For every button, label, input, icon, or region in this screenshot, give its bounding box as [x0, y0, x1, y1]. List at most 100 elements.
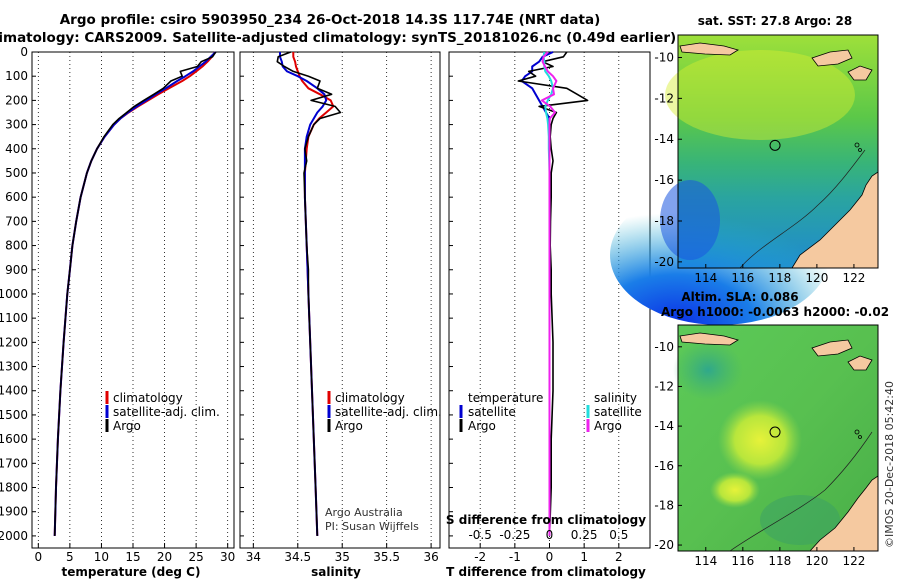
sla-map-axes: 114 116 118 120 122 -10 -12 -14 -16 -18 -20: [654, 340, 865, 568]
sst-land-sumbawa: [811, 49, 853, 67]
map-y-tick-label: -18: [654, 214, 674, 228]
map-y-tick-label: -12: [654, 91, 674, 105]
sla-land-java: [679, 332, 739, 346]
sla-low-patch-2: [760, 495, 840, 545]
map-x-tick-label: 116: [731, 271, 754, 285]
x-tick-label: 35.5: [373, 550, 400, 564]
salinity-legend: climatology satellite-adj. clim. Argo: [327, 391, 442, 433]
legend-label-argo: Argo: [335, 419, 363, 433]
map-y-tick-label: -12: [654, 379, 674, 393]
legend-label-satellite: satellite-adj. clim.: [335, 405, 442, 419]
x-tick-label: 34: [246, 550, 261, 564]
depth-tick-label: 100: [5, 69, 28, 83]
sst-cool-core: [660, 180, 720, 260]
map-y-tick-label: -20: [654, 538, 674, 552]
series-t-argo: [517, 51, 589, 536]
sst-land-sumba: [847, 65, 873, 81]
sla-map-title-1: Altim. SLA: 0.086: [681, 290, 798, 304]
depth-tick-label: 1800: [0, 481, 28, 495]
map-x-tick-label: 114: [694, 271, 717, 285]
legend-label-climatology: climatology: [113, 391, 183, 405]
legend-label-s-argo: Argo: [594, 419, 622, 433]
figure-title-line1: Argo profile: csiro 5903950_234 26-Oct-2…: [60, 12, 601, 28]
depth-tick-label: 400: [5, 142, 28, 156]
sst-map-axes: 114 116 118 120 122 -10 -12 -14 -16 -18 -20: [654, 50, 865, 285]
depth-tick-label: 300: [5, 118, 28, 132]
map-y-tick-label: -14: [654, 419, 674, 433]
depth-tick-label: 600: [5, 190, 28, 204]
x-tick-label: 36: [423, 550, 438, 564]
temperature-panel: 0 5 10 15 20 25 30: [31, 51, 235, 564]
sla-map-frame: [677, 324, 879, 552]
figure-title-line2: Climatology: CARS2009. Satellite-adjuste…: [0, 30, 676, 46]
depth-tick-label: 200: [5, 93, 28, 107]
legend-label-satellite: satellite-adj. clim.: [113, 405, 220, 419]
series-s-argo: [540, 51, 558, 536]
s-difference-ticks: -0.5 -0.25 0 0.25 0.5: [468, 528, 628, 542]
sst-reef-2: [858, 148, 862, 152]
depth-tick-label: 1500: [0, 408, 28, 422]
x-tick-label: 0: [34, 550, 42, 564]
depth-tick-label: 1000: [0, 287, 28, 301]
sla-map: 114 116 118 120 122 -10 -12 -14 -16 -18 -20: [654, 324, 879, 568]
sst-map-frame: [677, 34, 879, 269]
s-tick-label: 0.5: [609, 528, 628, 542]
s-tick-label: 0.25: [571, 528, 598, 542]
difference-panel: -2 -1 0 1 2: [448, 51, 651, 564]
depth-tick-label: 900: [5, 263, 28, 277]
salinity-panel: 34 34.5 35 35.5 36: [239, 51, 441, 564]
x-tick-label: 15: [125, 550, 140, 564]
depth-tick-label: 500: [5, 166, 28, 180]
x-tick-label: 30: [220, 550, 235, 564]
map-y-tick-label: -16: [654, 173, 674, 187]
depth-tick-label: 700: [5, 214, 28, 228]
x-tick-label: -2: [474, 550, 486, 564]
map-x-tick-label: 122: [842, 271, 865, 285]
depth-tick-label: 1600: [0, 432, 28, 446]
sst-warm-patch: [665, 50, 855, 140]
sla-bathymetry-contour: [729, 431, 873, 552]
map-y-tick-label: -20: [654, 255, 674, 269]
legend-label-t-argo: Argo: [468, 419, 496, 433]
x-tick-label: 34.5: [284, 550, 311, 564]
sla-reef-2: [858, 435, 862, 439]
sst-cool-patch: [610, 185, 830, 325]
map-x-tick-label: 116: [731, 554, 754, 568]
depth-tick-label: 1700: [0, 456, 28, 470]
map-y-tick-label: -14: [654, 132, 674, 146]
x-tick-label: 5: [66, 550, 74, 564]
x-tick-label: 1: [580, 550, 588, 564]
x-tick-label: -1: [509, 550, 521, 564]
legend-title-temperature: temperature: [468, 391, 543, 405]
map-y-tick-label: -16: [654, 459, 674, 473]
map-y-tick-label: -10: [654, 340, 674, 354]
depth-tick-labels: 0 100 200 300 400 500 600 700 800 900 1000 1100 1200…: [0, 45, 28, 543]
difference-xlabel: T difference from climatology: [446, 565, 646, 579]
plot-frame: [239, 51, 441, 549]
credit-argo-australia: Argo Australia: [325, 506, 403, 519]
sla-reef-1: [854, 429, 860, 435]
x-tick-label: 10: [94, 550, 109, 564]
map-x-tick-label: 118: [768, 554, 791, 568]
depth-tick-label: 1100: [0, 311, 28, 325]
s-tick-label: -0.25: [499, 528, 530, 542]
sst-reef-1: [854, 142, 860, 148]
sst-land-java: [679, 42, 739, 56]
x-tick-label: 25: [188, 550, 203, 564]
salinity-xlabel: salinity: [311, 565, 361, 579]
series-argo: [276, 51, 342, 536]
legend-label-t-satellite: satellite: [468, 405, 516, 419]
legend-label-argo: Argo: [113, 419, 141, 433]
map-y-tick-label: -18: [654, 498, 674, 512]
map-x-tick-label: 120: [805, 554, 828, 568]
map-x-tick-label: 114: [694, 554, 717, 568]
sst-map: 114 116 118 120 122 -10 -12 -14 -16 -18 -20: [610, 34, 879, 325]
sla-high-patch: [718, 400, 802, 480]
sla-high-patch-2: [710, 472, 760, 508]
credit-pi: PI: Susan Wijffels: [325, 520, 419, 533]
depth-tick-label: 0: [20, 45, 28, 59]
sla-map-title-2: Argo h1000: -0.0063 h2000: -0.02: [661, 305, 889, 319]
s-tick-label: -0.5: [468, 528, 491, 542]
x-tick-label: 0: [546, 550, 554, 564]
map-x-tick-label: 122: [842, 554, 865, 568]
